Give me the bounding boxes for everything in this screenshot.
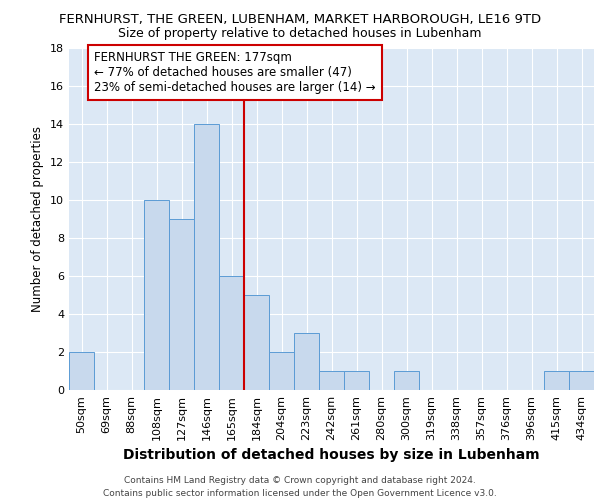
Bar: [244, 295, 269, 390]
Bar: [319, 371, 344, 390]
Bar: [144, 200, 169, 390]
Bar: [294, 333, 319, 390]
Bar: [194, 124, 219, 390]
Bar: [344, 371, 369, 390]
Text: Size of property relative to detached houses in Lubenham: Size of property relative to detached ho…: [118, 28, 482, 40]
Text: FERNHURST THE GREEN: 177sqm
← 77% of detached houses are smaller (47)
23% of sem: FERNHURST THE GREEN: 177sqm ← 77% of det…: [94, 52, 376, 94]
Bar: [569, 371, 594, 390]
Bar: [169, 219, 194, 390]
Bar: [269, 352, 294, 390]
X-axis label: Distribution of detached houses by size in Lubenham: Distribution of detached houses by size …: [123, 448, 540, 462]
Bar: [219, 276, 244, 390]
Bar: [544, 371, 569, 390]
Y-axis label: Number of detached properties: Number of detached properties: [31, 126, 44, 312]
Text: Contains HM Land Registry data © Crown copyright and database right 2024.
Contai: Contains HM Land Registry data © Crown c…: [103, 476, 497, 498]
Bar: [394, 371, 419, 390]
Bar: [69, 352, 94, 390]
Text: FERNHURST, THE GREEN, LUBENHAM, MARKET HARBOROUGH, LE16 9TD: FERNHURST, THE GREEN, LUBENHAM, MARKET H…: [59, 12, 541, 26]
